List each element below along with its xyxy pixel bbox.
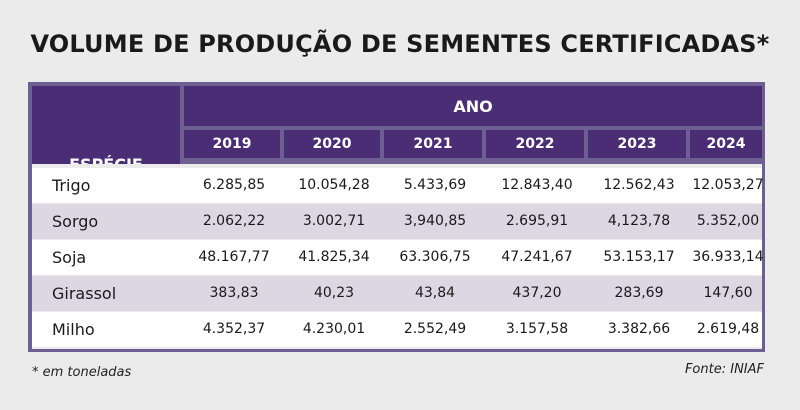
value-cell: 2.619,48 [696, 321, 760, 337]
year-header: 2020 [284, 130, 380, 158]
value-cell: 3,940,85 [403, 213, 467, 229]
value-cell: 43,84 [414, 285, 456, 301]
species-cell: Milho [52, 320, 95, 339]
seed-production-table: ESPÉCIE ANO 2019 2020 2021 2022 2023 202… [28, 82, 765, 352]
table-row: Soja 48.167,77 41.825,34 63.306,75 47.24… [32, 240, 764, 275]
species-cell: Sorgo [52, 212, 99, 231]
value-cell: 5.352,00 [696, 213, 760, 229]
year-header: 2023 [588, 130, 686, 158]
year-group-header: ANO [184, 86, 762, 126]
value-cell: 63.306,75 [399, 249, 471, 265]
species-cell: Girassol [52, 284, 117, 303]
table-row: Sorgo 2.062,22 3.002,71 3,940,85 2.695,9… [32, 204, 762, 239]
value-cell: 41.825,34 [298, 249, 370, 265]
value-cell: 3.382,66 [607, 321, 671, 337]
year-header: 2022 [486, 130, 584, 158]
value-cell: 2.695,91 [505, 213, 569, 229]
value-cell: 147,60 [703, 285, 753, 301]
value-cell: 5.433,69 [403, 177, 467, 193]
table-row: Milho 4.352,37 4.230,01 2.552,49 3.157,5… [32, 312, 762, 347]
value-cell: 2.552,49 [403, 321, 467, 337]
value-cell: 383,83 [209, 285, 259, 301]
value-cell: 437,20 [512, 285, 562, 301]
value-cell: 4.230,01 [302, 321, 366, 337]
value-cell: 48.167,77 [198, 249, 270, 265]
footnote: * em toneladas [32, 365, 132, 380]
value-cell: 2.062,22 [202, 213, 266, 229]
value-cell: 283,69 [614, 285, 664, 301]
value-cell: 3.157,58 [505, 321, 569, 337]
value-cell: 4,123,78 [607, 213, 671, 229]
value-cell: 12.562,43 [603, 177, 675, 193]
value-cell: 53.153,17 [603, 249, 675, 265]
value-cell: 40,23 [313, 285, 355, 301]
value-cell: 4.352,37 [202, 321, 266, 337]
table-row: Girassol 383,83 40,23 43,84 437,20 283,6… [32, 276, 762, 311]
value-cell: 6.285,85 [202, 177, 266, 193]
value-cell: 12.843,40 [501, 177, 573, 193]
page-title: VOLUME DE PRODUÇÃO DE SEMENTES CERTIFICA… [30, 30, 770, 58]
table-row: Trigo 6.285,85 10.054,28 5.433,69 12.843… [32, 168, 764, 203]
species-cell: Soja [52, 248, 87, 267]
value-cell: 36.933,14 [692, 249, 764, 265]
value-cell: 10.054,28 [298, 177, 370, 193]
species-cell: Trigo [52, 176, 91, 195]
year-header: 2024 [690, 130, 762, 158]
year-header: 2021 [384, 130, 482, 158]
value-cell: 12.053,27 [692, 177, 764, 193]
source-credit: Fonte: INIAF [684, 362, 764, 377]
year-header: 2019 [184, 130, 280, 158]
value-cell: 47.241,67 [501, 249, 573, 265]
value-cell: 3.002,71 [302, 213, 366, 229]
